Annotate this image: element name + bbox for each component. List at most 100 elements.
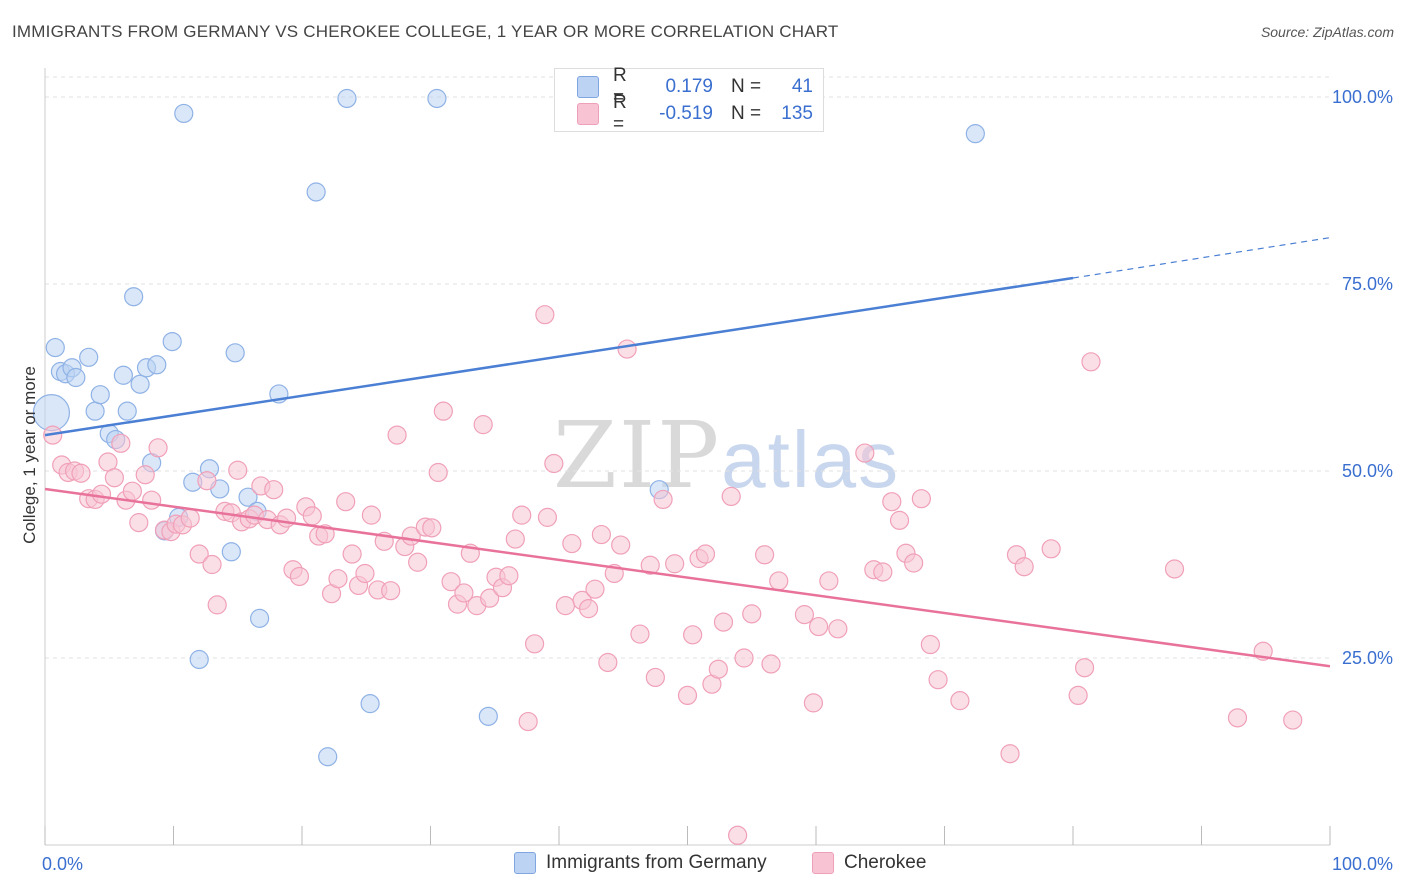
cherokee-point xyxy=(142,490,162,510)
cherokee-point xyxy=(640,555,660,575)
cherokee-point xyxy=(228,460,248,480)
cherokee-point xyxy=(578,599,599,619)
legend-swatch-cherokee xyxy=(577,103,599,125)
cherokee-point xyxy=(950,691,970,711)
cherokee-point xyxy=(381,581,401,601)
cherokee-point xyxy=(1227,708,1248,728)
series-swatch-germany xyxy=(514,852,536,874)
cherokee-point xyxy=(708,659,728,679)
series-legend: Immigrants from Germany Cherokee xyxy=(0,852,1406,878)
cherokee-point xyxy=(505,529,525,549)
germany-point xyxy=(221,542,241,562)
y-tick-label: 25.0% xyxy=(1342,648,1393,668)
legend-n-value: 135 xyxy=(781,103,813,124)
y-axis-label: College, 1 year or more xyxy=(20,366,39,544)
cherokee-point xyxy=(598,652,618,673)
cherokee-point xyxy=(585,579,605,599)
legend-row-cherokee: R = -0.519 N = 135 xyxy=(577,92,813,135)
cherokee-point xyxy=(1041,539,1061,559)
cherokee-point xyxy=(1000,744,1020,764)
cherokee-point xyxy=(189,544,209,564)
cherokee-point xyxy=(677,685,698,706)
cherokee-point xyxy=(264,480,284,500)
series-legend-label: Immigrants from Germany xyxy=(546,852,767,873)
cherokee-point xyxy=(769,571,789,591)
cherokee-point xyxy=(433,401,453,421)
legend-row-germany: R = 0.179 N = 41 xyxy=(577,65,813,108)
germany-point xyxy=(124,287,144,307)
cherokee-point xyxy=(197,471,217,491)
cherokee-point xyxy=(122,481,142,501)
y-tick-label: 75.0% xyxy=(1342,274,1393,294)
germany-point xyxy=(147,355,167,375)
cherokee-point xyxy=(207,595,227,615)
cherokee-point xyxy=(1283,710,1303,730)
cherokee-point xyxy=(617,339,637,359)
germany-point xyxy=(249,608,270,628)
germany-point xyxy=(360,694,380,714)
cherokee-point xyxy=(180,508,200,528)
cherokee-point xyxy=(355,563,375,584)
series-legend-germany[interactable]: Immigrants from Germany xyxy=(514,852,767,874)
germany-point xyxy=(66,367,86,388)
cherokee-point xyxy=(819,571,839,591)
cherokee-point xyxy=(454,583,474,603)
x-tick-label-min: 0.0% xyxy=(42,854,83,874)
cherokee-point xyxy=(111,433,131,453)
cherokee-point xyxy=(665,554,685,574)
chart-title: IMMIGRANTS FROM GERMANY VS CHEROKEE COLL… xyxy=(12,22,839,41)
cherokee-point xyxy=(611,535,631,555)
cherokee-point xyxy=(591,524,612,545)
germany-point xyxy=(85,401,105,421)
cherokee-point xyxy=(873,562,893,582)
x-tick-label-max: 100.0% xyxy=(1332,854,1393,874)
germany-point xyxy=(238,487,258,507)
y-tick-label: 50.0% xyxy=(1342,461,1393,481)
germany-point xyxy=(478,706,498,726)
cherokee-point xyxy=(1068,685,1088,706)
cherokee-point xyxy=(713,612,734,632)
legend-n-label: N = xyxy=(731,76,762,97)
cherokee-point xyxy=(721,486,741,507)
series-legend-cherokee[interactable]: Cherokee xyxy=(812,852,926,874)
germany-point xyxy=(117,401,137,421)
cherokee-point xyxy=(630,624,650,644)
cherokee-point xyxy=(653,489,673,510)
series-legend-label: Cherokee xyxy=(844,852,927,873)
germany-point xyxy=(130,374,150,394)
germany-point xyxy=(318,747,338,767)
germany-point xyxy=(189,649,209,670)
cherokee-point xyxy=(645,667,665,688)
cherokee-point xyxy=(336,492,356,512)
cherokee-point xyxy=(742,604,762,624)
cherokee-point xyxy=(202,554,222,575)
cherokee-point xyxy=(555,596,576,616)
cherokee-point xyxy=(441,572,461,592)
cherokee-point xyxy=(808,616,829,637)
legend-r-label: R = xyxy=(613,65,627,108)
series-swatch-cherokee xyxy=(812,852,834,874)
cherokee-point xyxy=(761,654,781,674)
cherokee-point xyxy=(328,569,348,589)
cherokee-point xyxy=(361,505,381,525)
cherokee-point xyxy=(855,443,875,463)
cherokee-point xyxy=(728,825,748,845)
cherokee-point xyxy=(408,552,428,572)
cherokee-point xyxy=(889,510,910,530)
cherokee-point xyxy=(1081,352,1101,372)
cherokee-point xyxy=(734,648,754,668)
cherokee-trend-line xyxy=(44,487,1331,668)
cherokee-point xyxy=(828,619,848,639)
cherokee-point xyxy=(544,453,564,474)
cherokee-point xyxy=(518,711,538,732)
cherokee-point xyxy=(104,468,124,488)
cherokee-point xyxy=(135,465,155,485)
cherokee-point xyxy=(422,518,442,538)
cherokee-point xyxy=(148,438,168,458)
cherokee-point xyxy=(535,305,555,325)
cherokee-point xyxy=(302,506,322,526)
germany-point xyxy=(45,337,65,358)
cherokee-point xyxy=(524,634,545,654)
germany-point xyxy=(79,347,99,367)
germany-point xyxy=(174,103,194,124)
